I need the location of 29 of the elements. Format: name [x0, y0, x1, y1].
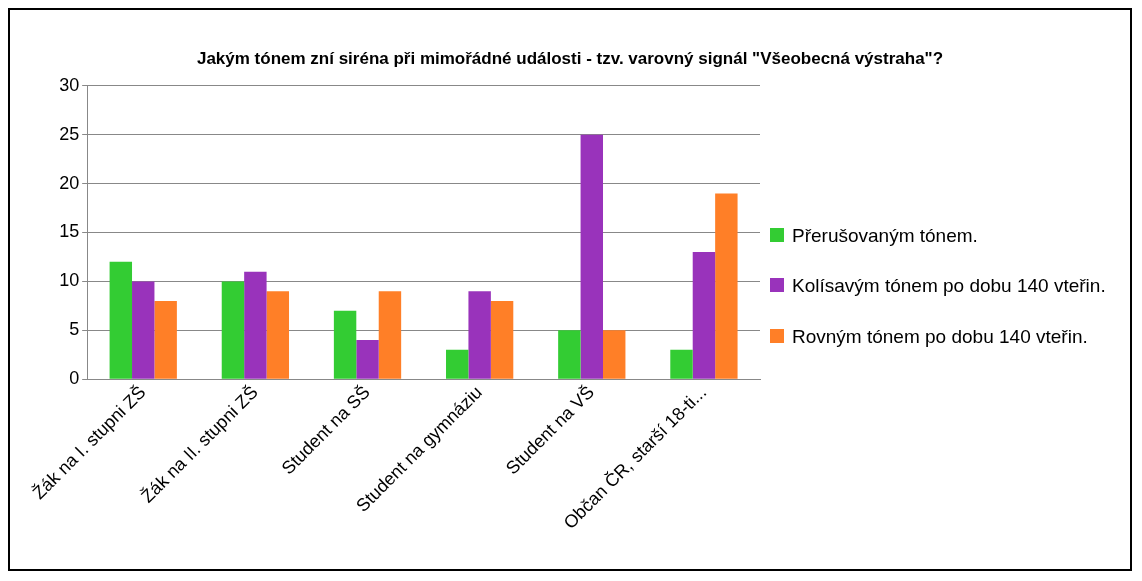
y-tick-label: 30	[59, 74, 80, 95]
chart-title: Jakým tónem zní siréna při mimořádné události - tzv. varovný signál "Všeobecná výstraha"?	[195, 48, 945, 70]
bar	[244, 271, 267, 379]
y-tick-label: 20	[59, 172, 80, 193]
bar	[468, 290, 491, 379]
bar	[356, 339, 379, 379]
y-tick-label: 5	[69, 318, 80, 339]
legend-label: Kolísavým tónem po dobu 140 vteřin.	[792, 274, 1106, 298]
bar	[558, 329, 581, 379]
bar	[715, 192, 738, 379]
bar	[132, 280, 155, 379]
bar	[670, 349, 693, 379]
bar	[221, 280, 245, 379]
bar	[603, 329, 626, 379]
bar	[378, 290, 402, 379]
y-tick-label: 10	[59, 269, 80, 290]
bar	[109, 261, 133, 379]
y-tick-label: 25	[59, 123, 80, 144]
bar	[154, 300, 177, 379]
bar	[266, 290, 290, 379]
bar	[333, 310, 357, 379]
bar	[446, 349, 469, 379]
y-tick-label: 15	[59, 220, 80, 241]
legend-label: Rovným tónem po dobu 140 vteřin.	[792, 324, 1088, 349]
legend-label: Přerušovaným tónem.	[792, 223, 978, 248]
bar	[692, 251, 716, 379]
bar	[490, 300, 514, 379]
bar	[580, 134, 604, 379]
y-tick-label: 0	[69, 367, 80, 388]
